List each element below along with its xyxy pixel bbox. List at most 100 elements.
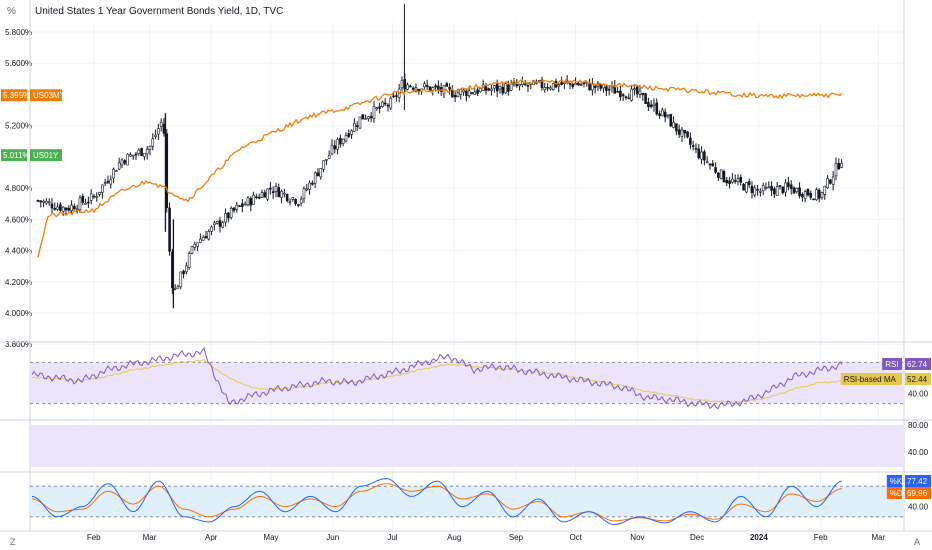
candle-body <box>484 86 488 91</box>
candle-body <box>235 204 239 210</box>
candle-body <box>344 135 348 142</box>
candle-body <box>45 200 48 204</box>
candle-body <box>479 88 482 93</box>
candle-body <box>263 192 267 198</box>
stoch-d-value-label: 69.96 <box>907 489 928 498</box>
candle-body <box>775 186 779 196</box>
candle-body <box>411 87 415 90</box>
candle-body <box>255 196 258 199</box>
candle-body <box>297 204 300 206</box>
candle-body <box>355 125 359 127</box>
stoch-band <box>30 486 904 517</box>
candle-body <box>224 213 227 223</box>
candle-body <box>526 84 530 87</box>
stoch-k-value-label: 77.42 <box>907 477 928 486</box>
candle-body <box>117 162 121 170</box>
candle-body <box>140 147 143 157</box>
candle-body <box>109 179 113 185</box>
candle-body <box>817 189 821 199</box>
candle-body <box>232 207 236 211</box>
candle-body <box>358 116 362 129</box>
candle-body <box>675 123 678 132</box>
candle-body <box>801 193 804 198</box>
candle-body <box>42 200 45 203</box>
candle-body <box>434 85 437 88</box>
candle-body <box>386 104 390 107</box>
x-tick-label: Aug <box>447 533 461 542</box>
candle-body <box>711 163 715 167</box>
candle-body <box>92 195 96 198</box>
candle-body <box>221 222 225 228</box>
candle-body <box>280 191 283 198</box>
candle-body <box>451 89 454 98</box>
candle-body <box>409 85 412 88</box>
y-axis-unit-label: % <box>7 6 16 17</box>
candle-body <box>327 154 331 159</box>
candle-body <box>470 92 474 94</box>
candle-body <box>745 182 748 193</box>
auto-button[interactable]: A <box>914 537 921 547</box>
x-tick-label: Dec <box>690 533 704 542</box>
candle-body <box>213 222 216 226</box>
candle-body <box>400 80 404 89</box>
candle-body <box>182 270 185 275</box>
candle-body <box>652 103 656 107</box>
candle-body <box>739 177 743 183</box>
candle-body <box>129 154 132 157</box>
candle-body <box>229 207 233 218</box>
candle-body <box>467 90 471 97</box>
candle-body <box>551 83 555 90</box>
x-tick-label: Feb <box>87 533 101 542</box>
candle-body <box>218 220 222 227</box>
candle-body <box>498 86 502 90</box>
y-tick-label: 4.200% <box>5 278 32 287</box>
candle-body <box>806 189 810 196</box>
candle-body <box>459 89 463 95</box>
candle-body <box>257 196 261 199</box>
candle-body <box>73 206 76 210</box>
candle-body <box>719 169 723 179</box>
candle-body <box>627 97 631 100</box>
rsi-ma-name-label: RSI-based MA <box>844 375 897 384</box>
candle-body <box>241 203 244 207</box>
candle-body <box>364 118 367 120</box>
x-tick-label: Oct <box>569 533 582 542</box>
candle-body <box>778 185 782 187</box>
candle-body <box>610 85 614 89</box>
candle-body <box>773 188 776 195</box>
candle-body <box>392 95 395 98</box>
candle-body <box>826 178 829 189</box>
candle-body <box>330 144 334 155</box>
candle-body <box>493 85 496 89</box>
y-tick-label: 4.000% <box>5 309 32 318</box>
us01y-symbol-label: US01Y <box>33 151 59 160</box>
auto-scale-button[interactable]: Z <box>10 537 16 547</box>
candle-body <box>243 203 247 206</box>
candle-body <box>624 96 628 98</box>
candle-body <box>120 159 124 166</box>
candle-body <box>834 162 838 177</box>
y-tick-label: 4.400% <box>5 247 32 256</box>
candle-body <box>767 186 771 189</box>
stoch-k-line <box>31 478 843 525</box>
candle-body <box>764 186 768 189</box>
candle-body <box>512 82 516 85</box>
rsi-line <box>31 346 843 410</box>
candle-body <box>781 186 785 194</box>
us03my-symbol-tag <box>30 89 62 102</box>
candle-body <box>154 134 157 137</box>
candle-body <box>549 87 552 90</box>
candle-body <box>543 87 547 91</box>
candle-body <box>39 200 43 203</box>
candle-body <box>661 109 664 117</box>
candle-body <box>490 88 493 91</box>
candle-body <box>47 201 51 204</box>
candle-body <box>742 183 745 191</box>
candle-body <box>210 226 213 232</box>
rsi-ma-name-tag <box>840 373 902 385</box>
candle-body <box>199 238 202 243</box>
candle-body <box>831 176 835 185</box>
candle-body <box>333 145 337 150</box>
candle-body <box>686 131 689 138</box>
candle-body <box>143 152 146 157</box>
